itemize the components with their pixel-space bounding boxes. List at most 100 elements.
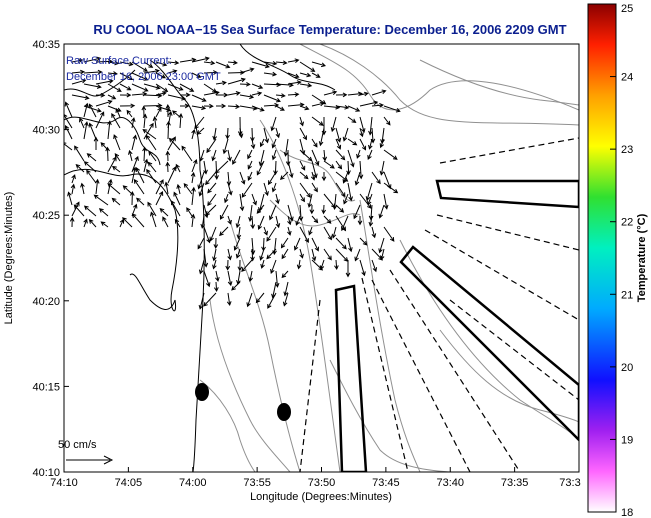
current-vector-arrow [212, 259, 217, 270]
current-vector-arrow [256, 204, 265, 214]
current-vector-arrow [281, 248, 289, 260]
current-vector-arrow [299, 193, 305, 203]
current-vector-arrow [275, 193, 280, 205]
current-vector-arrow [143, 68, 160, 74]
current-vector-arrow [251, 105, 265, 112]
current-vector-arrow [148, 150, 157, 162]
current-vector-arrow [179, 83, 195, 92]
current-vector-arrow [235, 248, 241, 259]
current-vector-arrow [251, 91, 263, 96]
current-vector-arrow [71, 174, 76, 184]
current-vector-arrow [165, 150, 171, 162]
current-vector-arrow [131, 155, 139, 173]
current-vector-arrow [287, 92, 300, 97]
colorbar-tick-label: 18 [621, 507, 633, 518]
current-vector-arrow [367, 149, 373, 160]
current-vector-arrow [83, 218, 88, 228]
current-vector-arrow [199, 149, 205, 162]
current-vector-arrow [131, 213, 145, 228]
y-tick-label: 40:20 [32, 296, 60, 308]
current-vector-arrow [167, 136, 176, 151]
current-vector-arrow [378, 204, 385, 219]
current-vector-arrow [299, 127, 307, 141]
current-vector-arrow [335, 237, 347, 250]
current-vector-arrow [203, 90, 220, 96]
current-annotation-line2: December 16, 2006 23:00 GMT [66, 71, 221, 83]
x-tick-label: 73:3 [559, 477, 580, 489]
current-vectors [64, 56, 401, 310]
colorbar-tick-label: 19 [621, 434, 633, 446]
current-vector-arrow [95, 79, 114, 85]
current-vector-arrow [321, 204, 327, 215]
current-vector-arrow [142, 113, 148, 129]
current-vector-arrow [119, 61, 134, 67]
current-vector-arrow [133, 178, 145, 195]
current-vector-arrow [335, 138, 342, 150]
current-vector-arrow [152, 116, 158, 129]
current-vector-arrow [83, 83, 102, 89]
current-vector-arrow [197, 171, 205, 190]
radar-box-outlines [334, 179, 579, 472]
current-vector-arrow [275, 105, 285, 111]
current-vector-arrow [335, 92, 348, 98]
current-vector-arrow [258, 149, 265, 167]
current-vector-arrow [168, 137, 181, 151]
current-vector-arrow [105, 146, 110, 162]
current-vector-arrow [155, 179, 164, 195]
current-vector-arrow [143, 158, 149, 173]
current-vector-arrow [311, 248, 317, 262]
current-vector-arrow [131, 72, 149, 81]
current-vector-arrow [282, 292, 289, 307]
current-vector-arrow [93, 136, 99, 150]
current-vector-arrow [347, 237, 353, 253]
current-vector-arrow [216, 92, 229, 98]
current-vector-arrow [259, 138, 265, 148]
current-vector-arrow [191, 72, 202, 78]
current-vector-arrow [171, 110, 181, 118]
current-vector-arrow [341, 215, 349, 232]
current-vector-arrow [119, 72, 134, 80]
current-vector-arrow [159, 207, 169, 217]
y-tick-label: 40:10 [32, 467, 60, 479]
current-vector-arrow [225, 259, 231, 271]
current-vector-arrow [113, 134, 121, 151]
current-vector-arrow [237, 259, 243, 272]
current-vector-arrow [236, 226, 242, 240]
current-vector-arrow [75, 163, 85, 173]
current-vector-arrow [345, 260, 351, 278]
current-vector-arrow [347, 138, 358, 146]
current-vector-arrow [323, 215, 332, 224]
current-vector-arrow [335, 105, 350, 110]
y-tick-label: 40:35 [32, 39, 60, 51]
current-vector-arrow [263, 71, 278, 77]
y-tick-label: 40:30 [32, 125, 60, 137]
current-vector-arrow [263, 182, 269, 197]
current-vector-arrow [274, 270, 280, 288]
current-vector-arrow [335, 182, 346, 198]
current-vector-arrow [88, 103, 97, 118]
current-vector-arrow [227, 91, 241, 96]
current-vector-arrow [227, 248, 232, 261]
current-vector-arrow [347, 91, 363, 97]
current-vector-arrow [311, 182, 318, 193]
current-vector-arrow [241, 259, 253, 272]
current-vector-arrow [359, 100, 379, 107]
current-vector-arrow [359, 193, 372, 209]
current-vector-arrow [371, 89, 387, 96]
current-vector-arrow [263, 82, 282, 88]
current-vector-arrow [251, 61, 270, 69]
current-vector-arrow [283, 281, 289, 297]
current-vector-arrow [248, 270, 253, 283]
y-tick-label: 40:25 [32, 210, 60, 222]
y-axis-ticks: 40:35 40:30 40:25 40:20 40:15 40:10 [32, 39, 69, 479]
current-vector-arrow [359, 259, 366, 277]
current-vector-arrow [311, 116, 324, 126]
current-vector-arrow [165, 161, 171, 173]
current-vector-arrow [311, 72, 321, 78]
current-vector-arrow [287, 226, 292, 236]
colorbar-tick-label: 21 [621, 289, 633, 301]
colorbar-ticks: 25 24 23 22 21 20 19 18 [610, 3, 633, 518]
current-vector-arrow [311, 149, 320, 166]
current-vector-arrow [165, 103, 171, 118]
current-vector-arrow [95, 111, 105, 129]
